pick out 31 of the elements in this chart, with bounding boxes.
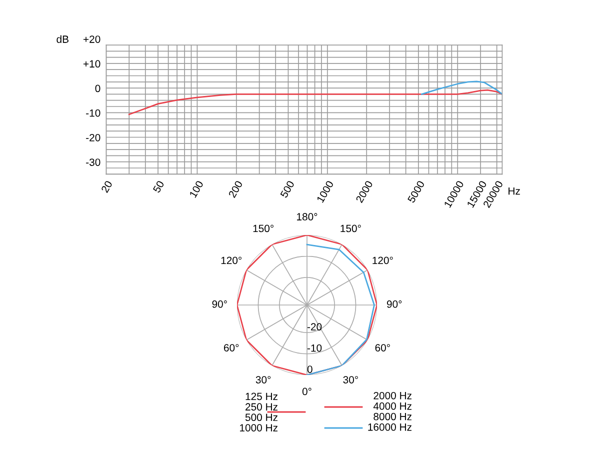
spoke-label: 60°	[375, 344, 390, 352]
y-tick-label: +10	[83, 60, 100, 68]
y-tick-label: +20	[83, 36, 100, 43]
spoke-label: 180°	[297, 213, 318, 220]
y-tick-label: -20	[307, 323, 322, 331]
spoke-label: 90°	[386, 300, 402, 308]
y-tick-label: -10	[307, 344, 322, 352]
spoke-label: 30°	[343, 376, 358, 384]
legend-label: 2000 Hz 4000 Hz 8000 Hz	[373, 392, 412, 420]
spoke-label: 90°	[212, 300, 227, 308]
y-tick-label: 0	[95, 84, 100, 92]
x-tick-label: 50	[152, 180, 164, 194]
spoke-label: 0°	[302, 388, 312, 396]
y-tick-label: 0	[307, 366, 312, 373]
spoke-label: 120°	[221, 256, 242, 264]
x-tick-label: 100	[189, 180, 204, 198]
x-tick-label: 200	[228, 180, 243, 198]
y-tick-label: -20	[86, 134, 100, 142]
y-axis-title: dB	[56, 35, 68, 43]
y-tick-label: -30	[86, 158, 100, 166]
spoke-label: 120°	[372, 256, 393, 264]
spoke-label: 60°	[224, 344, 239, 352]
spoke-label: 150°	[340, 224, 361, 232]
x-tick-label: 20	[100, 180, 113, 194]
x-tick-label: 500	[280, 180, 295, 198]
x-axis-title: Hz	[508, 187, 520, 195]
text: 125 Hz 250 Hz 500 Hz 1000 Hz	[240, 392, 278, 432]
spoke-label: 30°	[256, 376, 271, 384]
spoke-label: 150°	[253, 224, 274, 232]
y-tick-label: -10	[86, 109, 100, 117]
legend-label: 16000 Hz	[368, 423, 412, 431]
